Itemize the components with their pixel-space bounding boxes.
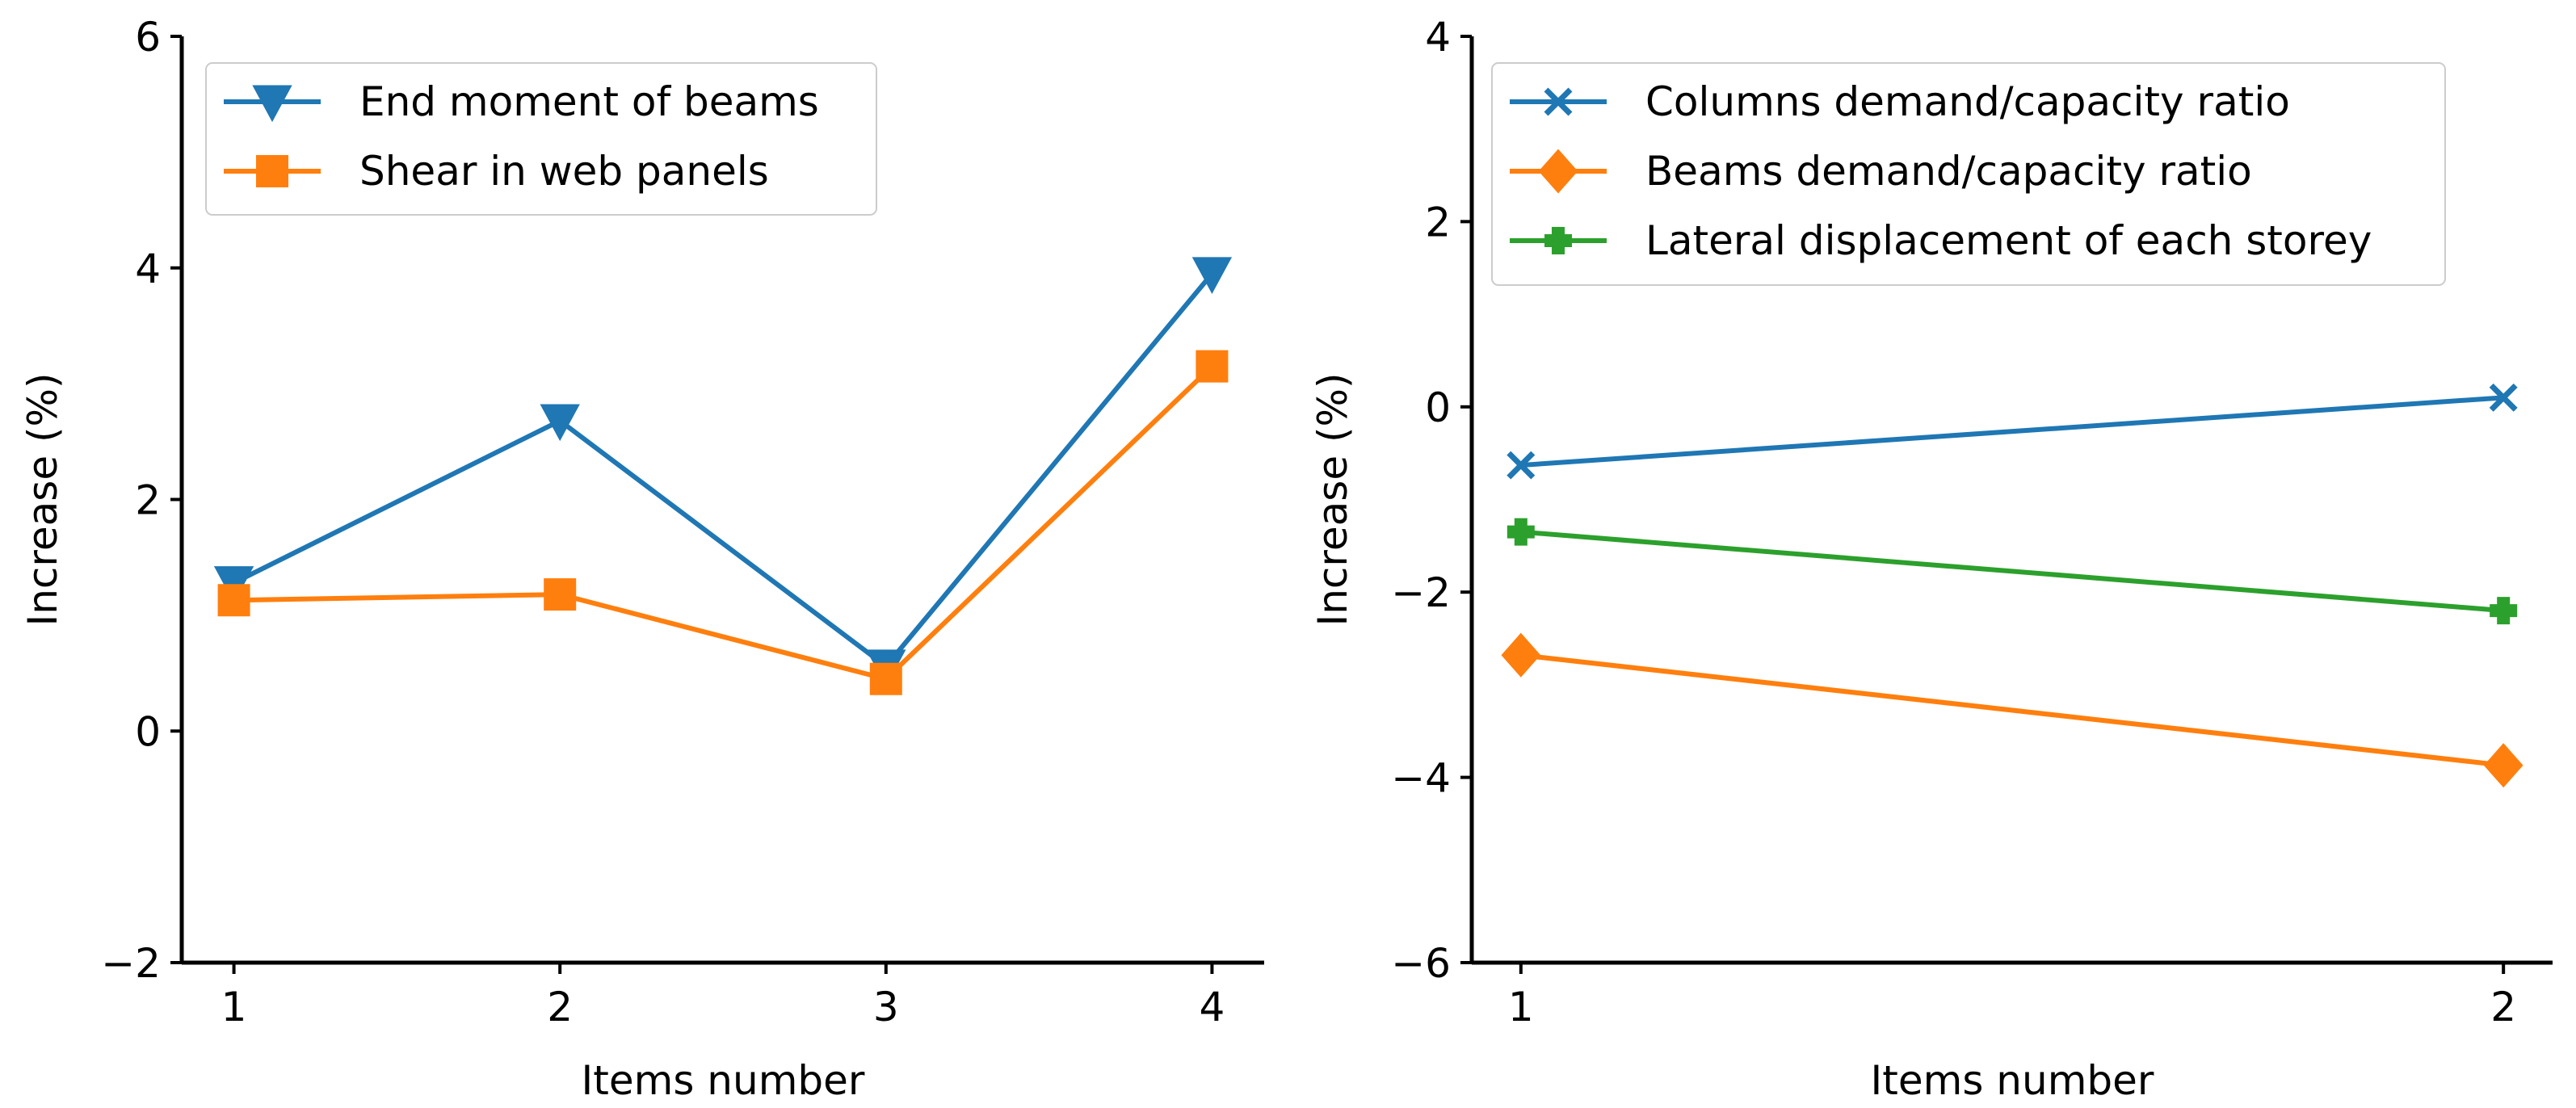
y-axis-title: Increase (%): [1309, 372, 1356, 626]
x-tick-label: 4: [1200, 984, 1225, 1030]
series-1: [213, 257, 1233, 687]
y-axis-title: Increase (%): [19, 372, 66, 626]
x-tick-label: 2: [2490, 984, 2516, 1030]
series-line: [1520, 653, 2504, 768]
data-point: [2489, 383, 2518, 412]
data-point: [1507, 518, 1535, 546]
legend-marker: [256, 155, 288, 187]
legend-marker: [252, 85, 292, 123]
legend-marker: [1538, 149, 1578, 194]
legend-box: [1491, 62, 2446, 286]
x-axis-title: Items number: [582, 1057, 865, 1104]
legend: Columns demand/capacity ratio Beams deman…: [1491, 62, 2446, 286]
chart-2: −6 −4 −2 0 2 4 1 2 Items number Increase (%) Colum…: [1309, 14, 2553, 1104]
series-2: [1501, 632, 2523, 788]
y-tick-label: 2: [1425, 199, 1451, 246]
series-2: [217, 350, 1229, 695]
x-tick-label: 1: [1508, 984, 1534, 1030]
series-1: [1507, 383, 2518, 480]
data-point: [2490, 597, 2518, 625]
data-point: [217, 584, 250, 617]
data-point: [540, 404, 580, 442]
series-line: [233, 364, 1214, 682]
legend-marker: [1544, 87, 1573, 116]
data-point: [1501, 632, 1541, 678]
legend-marker: [1544, 227, 1572, 254]
data-point: [1196, 350, 1229, 383]
y-tick-label: 0: [135, 708, 161, 755]
series-line: [1520, 529, 2504, 614]
series-3: [1507, 518, 2518, 625]
legend-label: Columns demand/capacity ratio: [1645, 78, 2290, 125]
data-point: [544, 578, 577, 611]
y-tick-label: −2: [101, 940, 161, 987]
y-tick-label: −2: [1391, 569, 1451, 616]
y-tick-label: 4: [1425, 14, 1451, 61]
x-tick-label: 1: [221, 984, 247, 1030]
y-tick-label: −6: [1391, 940, 1451, 987]
y-tick-label: −4: [1391, 755, 1451, 802]
data-point: [869, 662, 902, 695]
legend-label: Shear in web panels: [359, 148, 769, 195]
legend-label: Beams demand/capacity ratio: [1645, 148, 2252, 195]
data-point: [1507, 451, 1536, 480]
y-tick-label: 0: [1425, 384, 1451, 431]
y-tick-label: 4: [135, 246, 161, 292]
chart-1: −2 0 2 4 6 1 2 3 4 Items number Increase (%) End mo…: [19, 14, 1264, 1104]
x-axis-title: Items number: [1871, 1057, 2154, 1104]
legend: End moment of beams Shear in web panels: [205, 62, 877, 216]
data-point: [1191, 257, 1233, 295]
legend-box: [205, 62, 877, 216]
data-point: [2483, 743, 2523, 788]
x-tick-label: 3: [873, 984, 899, 1030]
y-tick-label: 6: [135, 14, 161, 61]
x-tick-label: 2: [547, 984, 573, 1030]
legend-label: End moment of beams: [359, 78, 819, 125]
series-line: [233, 272, 1214, 669]
y-tick-label: 2: [135, 477, 161, 524]
legend-label: Lateral displacement of each storey: [1645, 217, 2372, 264]
series-line: [1520, 395, 2504, 468]
